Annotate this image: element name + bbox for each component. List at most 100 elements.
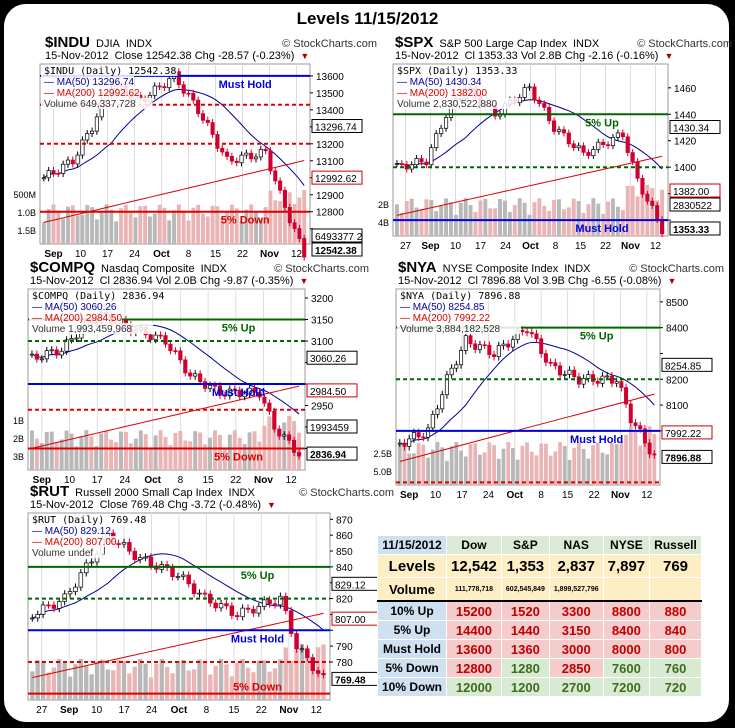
candle-body	[237, 389, 242, 398]
legend-bg	[29, 536, 116, 547]
candle-body	[619, 381, 624, 388]
candle-body	[506, 343, 511, 348]
candle-body	[267, 402, 272, 412]
volume-bar	[650, 187, 655, 236]
stockcharts-watermark: © StockCharts.com	[282, 38, 377, 50]
candle-body	[576, 145, 581, 149]
volume-bar	[89, 436, 94, 470]
volume-bar	[282, 422, 287, 470]
volume-bar	[638, 445, 643, 485]
volume-bar	[29, 430, 34, 470]
volume-bar	[482, 452, 487, 485]
candle-body	[615, 132, 620, 138]
candle-body	[239, 154, 244, 164]
volume-bar	[51, 204, 56, 244]
candle-body	[168, 343, 173, 352]
volume-bar	[240, 659, 245, 700]
candle-body	[647, 442, 652, 455]
legend-bg	[29, 301, 116, 312]
table-header-row: 11/15/2012 Dow S&P NAS NYSE Russell	[376, 535, 702, 555]
price-badge-label: 2984.50	[310, 387, 347, 398]
candle-body	[57, 601, 62, 609]
candle-body	[614, 381, 619, 384]
candle-body	[633, 422, 638, 427]
header-line-2: 15-Nov-2012 Close 12542.38 Chg -28.57 (-0…	[45, 50, 377, 63]
x-tick-label: 24	[129, 249, 141, 260]
candle-body	[620, 132, 625, 138]
candle-body	[258, 148, 263, 158]
levels-table: 11/15/2012 Dow S&P NAS NYSE Russell Levels 12,5…	[376, 535, 702, 697]
candle-body	[148, 556, 154, 567]
candle-body	[517, 97, 522, 104]
candle-body	[277, 428, 282, 437]
price-badge-label: 1382.00	[673, 187, 710, 198]
chart-exchange: INDX	[564, 263, 591, 275]
volume-bar	[46, 672, 51, 700]
x-tick-label: 10	[450, 241, 462, 252]
candle-body	[532, 86, 537, 101]
volume-bar	[581, 448, 586, 485]
volume-bar	[544, 443, 548, 485]
candle-body	[429, 147, 434, 166]
candle-body	[394, 163, 399, 165]
candle-body	[529, 332, 534, 335]
volume-bar	[198, 432, 203, 470]
candle-body	[65, 159, 71, 165]
volume-bar	[515, 459, 520, 485]
header-line-1: $NYA NYSE Composite Index INDX © StockChart…	[398, 260, 724, 275]
volume-bar	[46, 208, 51, 244]
volume-bar	[251, 672, 256, 700]
level-row: 10% Down 12000 1200 2700 7200 720	[376, 677, 702, 697]
candle-body	[89, 561, 94, 564]
volume-bar	[548, 455, 553, 485]
candle-body	[595, 381, 600, 384]
candle-body	[247, 387, 252, 395]
y-tick-label: 8200	[666, 375, 689, 386]
candle-body	[218, 603, 224, 609]
x-tick-label: 10	[64, 475, 76, 486]
volume-bar	[143, 205, 148, 244]
legend-entry: — MA(200) 1382.00	[397, 88, 487, 99]
candle-body	[186, 92, 191, 95]
candle-body	[162, 86, 167, 88]
volume-bar	[562, 445, 567, 485]
candle-body	[660, 219, 665, 235]
candle-body	[198, 373, 203, 382]
candle-body	[152, 85, 157, 96]
chart-summary: Close 12542.38 Chg -28.57 (-0.23%)	[114, 50, 295, 62]
volume-bar	[30, 671, 35, 700]
y-tick-label: 1420	[674, 137, 697, 148]
volume-bar	[305, 650, 310, 700]
price-badge	[661, 425, 713, 440]
volume-bar	[186, 670, 191, 700]
volume-bar	[571, 198, 576, 236]
candle-body	[605, 375, 610, 378]
x-tick-label: Nov	[611, 490, 630, 501]
candle-body	[650, 200, 655, 206]
volume-bar	[297, 197, 302, 244]
candle-body	[40, 604, 46, 615]
x-tick-label: 17	[456, 490, 468, 501]
volume-bar	[94, 446, 99, 470]
volume-bar	[643, 431, 647, 485]
y-tick-label: 13600	[316, 72, 344, 83]
chart-date: 15-Nov-2012	[398, 275, 462, 287]
row-label: Must Hold	[376, 639, 448, 659]
volume-bar	[227, 434, 232, 470]
candle-body	[29, 353, 35, 356]
volume-bar	[215, 206, 220, 244]
volume-bar	[220, 217, 225, 244]
volume-bar	[191, 207, 196, 244]
candle-body	[435, 408, 440, 415]
x-tick-label: 15	[562, 490, 574, 501]
candle-body	[287, 434, 292, 441]
candle-body	[232, 388, 237, 391]
volume-bar	[440, 447, 445, 485]
level-value: 769	[649, 554, 702, 578]
price-badge-label: 807.00	[335, 615, 366, 626]
volume-bar	[181, 659, 186, 700]
volume-bar	[539, 443, 544, 485]
column-header: S&P	[500, 535, 550, 555]
candle-body	[200, 113, 206, 121]
levels-row: Levels 12,542 1,353 2,837 7,897 769	[376, 554, 702, 578]
